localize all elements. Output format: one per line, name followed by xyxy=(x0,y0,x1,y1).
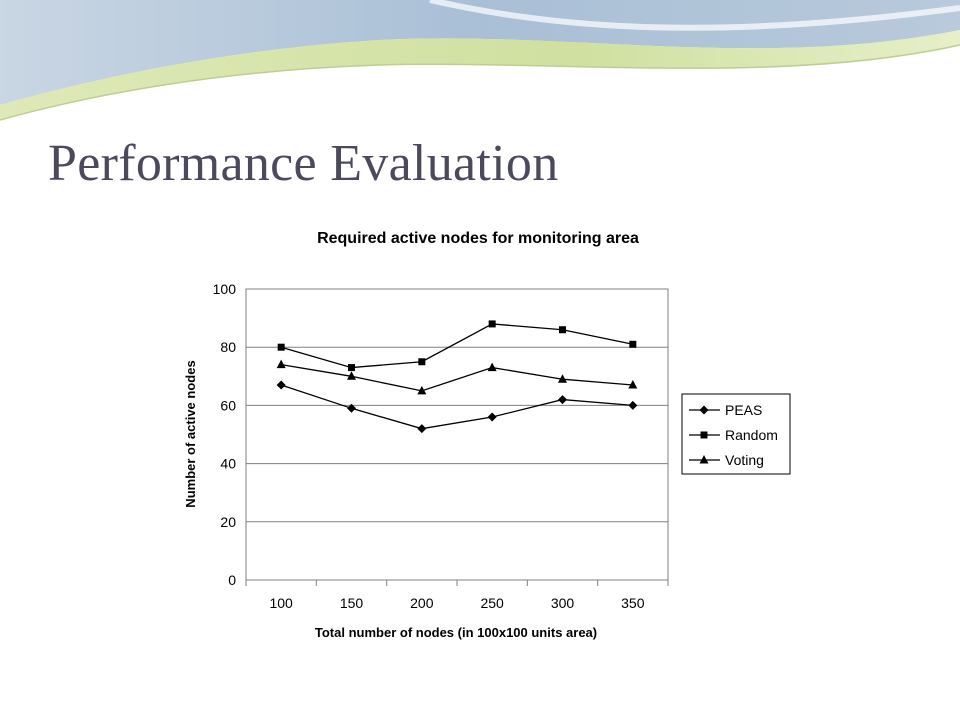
data-point-diamond xyxy=(347,403,356,413)
data-point-square xyxy=(277,343,285,351)
data-point-diamond xyxy=(699,405,709,415)
legend-box xyxy=(681,393,791,475)
data-point-square xyxy=(418,358,426,366)
y-tick-label: 20 xyxy=(220,514,236,530)
data-point-triangle xyxy=(487,362,497,372)
data-point-triangle xyxy=(347,371,356,380)
plot-frame xyxy=(245,288,669,581)
decorative-banner xyxy=(0,0,960,121)
y-tick-label: 100 xyxy=(213,281,237,297)
data-point-triangle xyxy=(699,455,709,464)
series-line-voting xyxy=(281,364,633,392)
y-tick-label: 40 xyxy=(220,456,236,472)
data-point-diamond xyxy=(417,424,427,434)
data-point-square xyxy=(559,326,566,334)
y-tick-label: 80 xyxy=(220,339,236,355)
data-point-square xyxy=(700,431,708,439)
x-tick-label: 100 xyxy=(269,595,293,611)
data-point-square xyxy=(348,364,355,372)
x-tick-label: 300 xyxy=(551,595,575,611)
data-point-triangle xyxy=(558,374,567,383)
data-point-diamond xyxy=(276,380,286,390)
data-point-diamond xyxy=(487,412,497,422)
legend-label-random: Random xyxy=(725,427,778,443)
data-point-diamond xyxy=(628,400,638,410)
legend-label-peas: PEAS xyxy=(725,402,762,418)
series-line-peas xyxy=(280,384,633,430)
data-point-diamond xyxy=(558,395,567,405)
slide-title: Performance Evaluation xyxy=(48,135,559,192)
data-point-triangle xyxy=(276,359,286,369)
data-point-triangle xyxy=(628,380,638,389)
series-line-random xyxy=(280,323,633,369)
x-axis-title: Total number of nodes (in 100x100 units … xyxy=(315,625,597,640)
y-tick-label: 0 xyxy=(228,572,236,588)
chart-panel: Required active nodes for monitoring are… xyxy=(150,202,810,664)
legend-label-voting: Voting xyxy=(725,452,764,468)
data-point-triangle xyxy=(417,385,427,395)
x-tick-label: 250 xyxy=(480,595,504,611)
data-point-square xyxy=(488,320,496,328)
y-axis-title: Number of active nodes xyxy=(183,360,198,507)
x-tick-label: 200 xyxy=(410,595,434,611)
data-point-square xyxy=(629,340,637,348)
x-tick-label: 150 xyxy=(340,595,364,611)
line-chart: Required active nodes for monitoring are… xyxy=(183,230,791,640)
chart-title: Required active nodes for monitoring are… xyxy=(317,230,639,247)
x-tick-label: 350 xyxy=(621,595,645,611)
y-tick-label: 60 xyxy=(220,397,236,413)
